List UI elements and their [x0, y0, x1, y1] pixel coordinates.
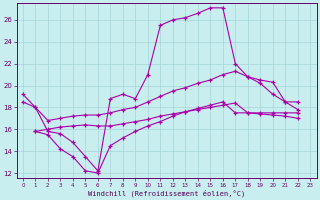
- X-axis label: Windchill (Refroidissement éolien,°C): Windchill (Refroidissement éolien,°C): [88, 189, 245, 197]
